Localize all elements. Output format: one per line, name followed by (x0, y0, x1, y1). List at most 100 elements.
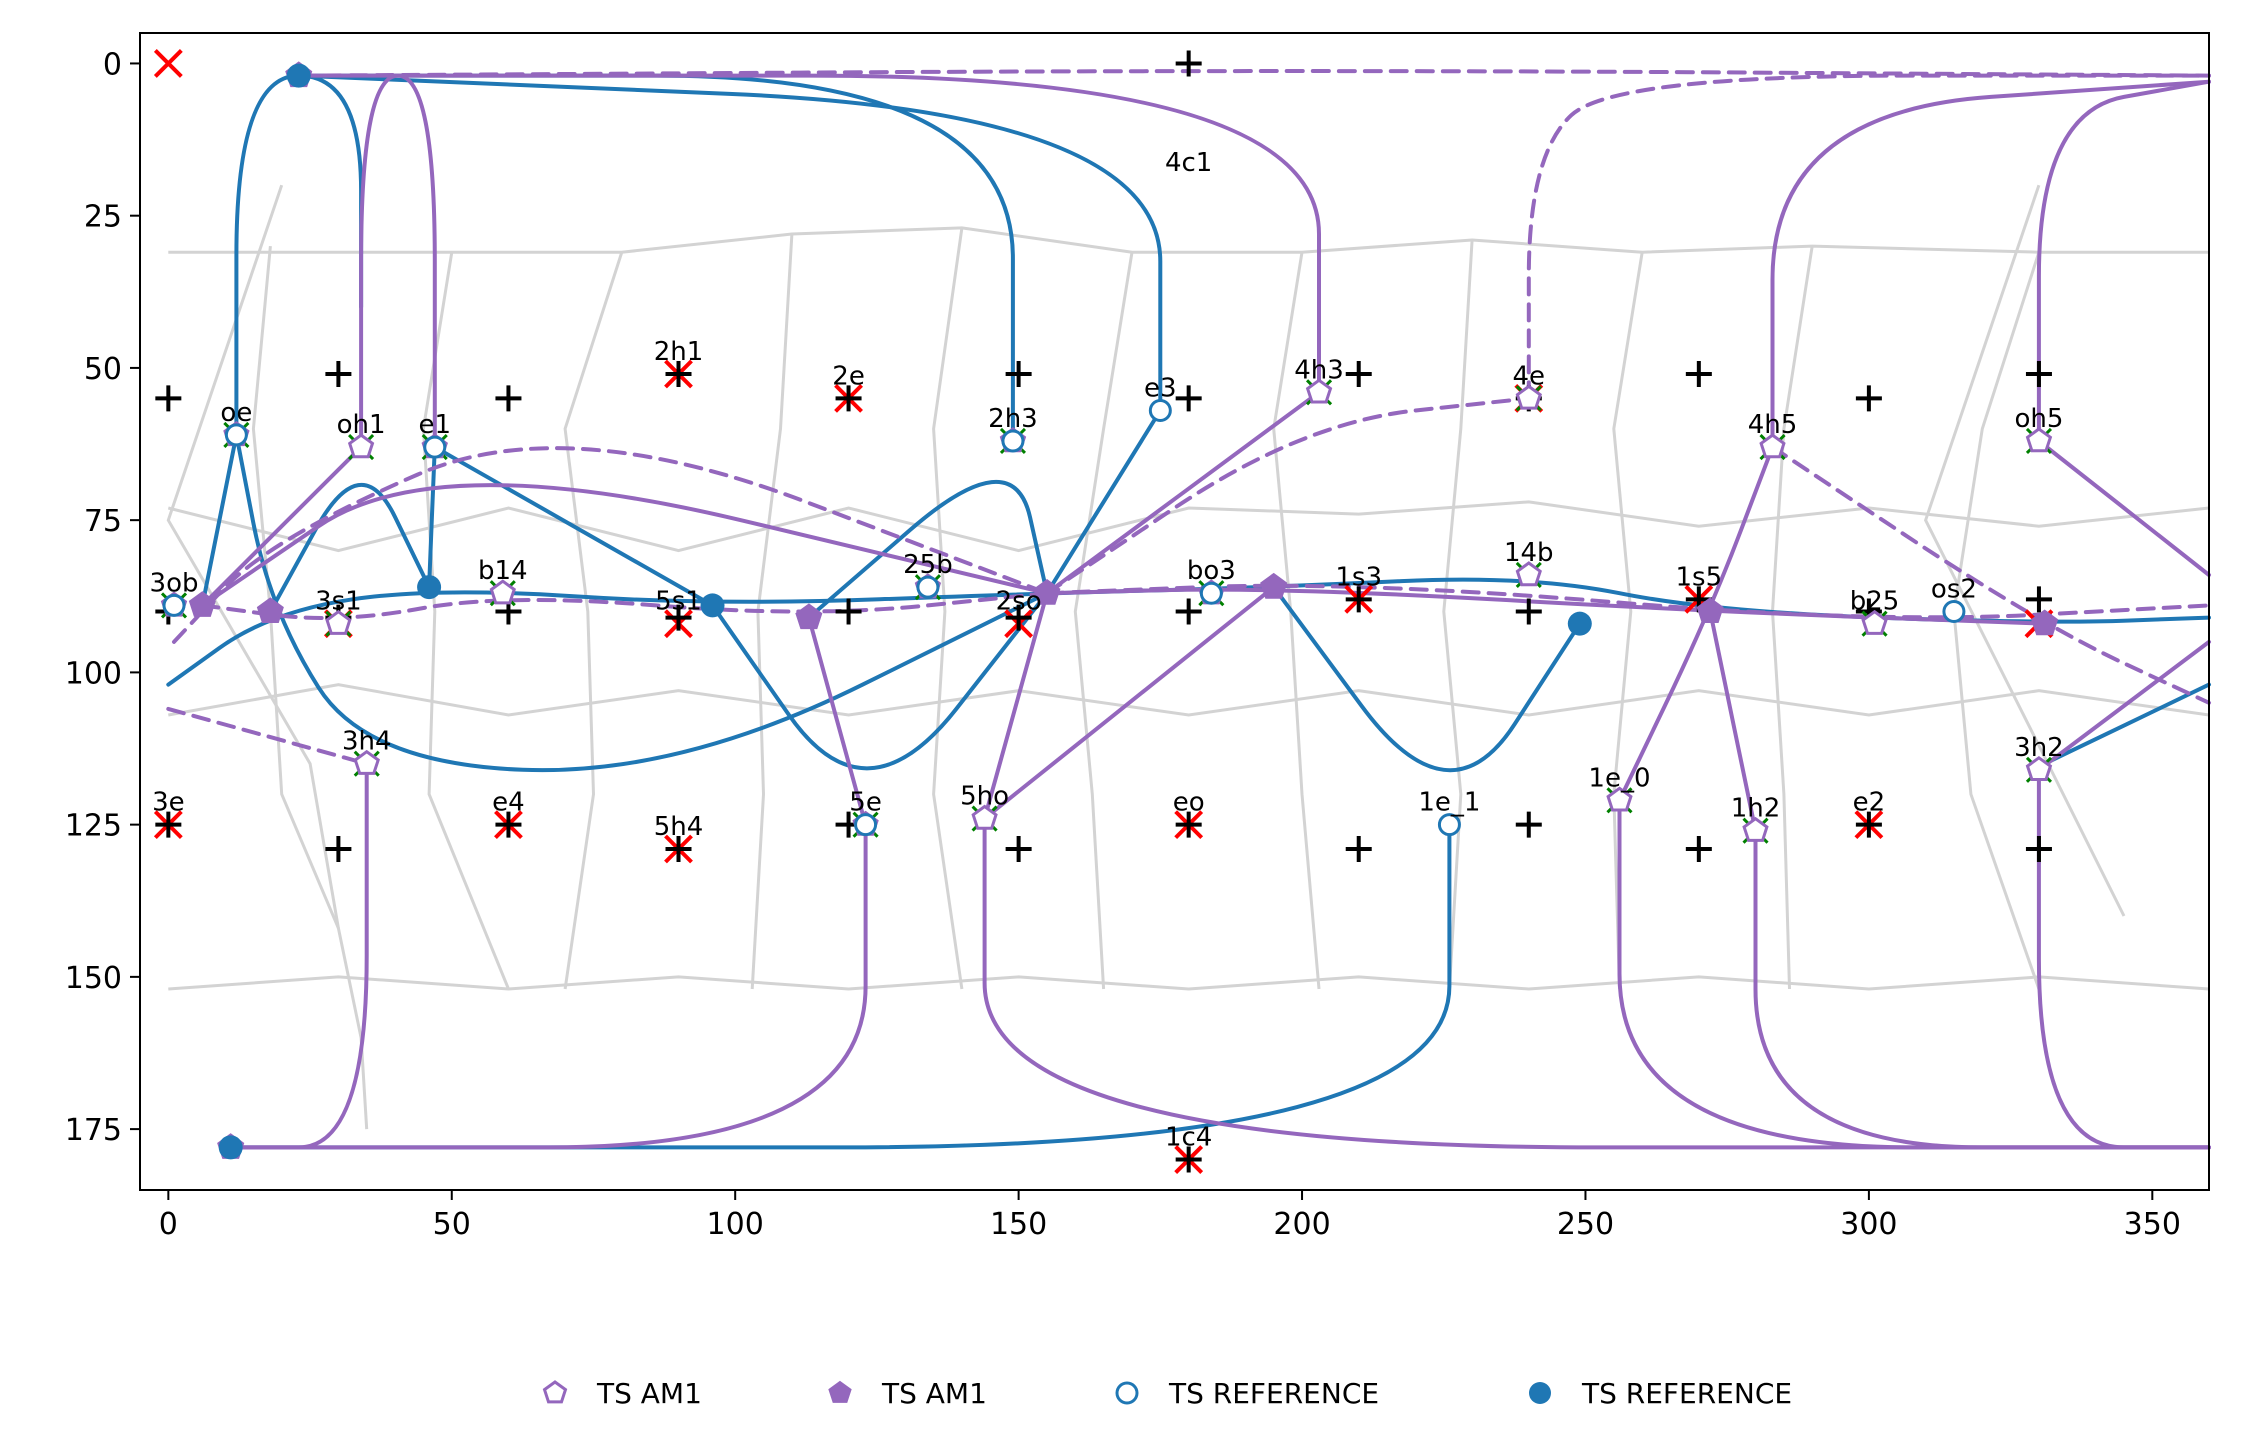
reference-minimum-marker (1345, 586, 1372, 613)
series-line-35 (2036, 767, 2211, 1150)
point-label: e4 (492, 788, 525, 818)
ts-am1-open-marker (489, 579, 516, 605)
series-line-4 (427, 445, 437, 590)
point-label: 5ho (960, 782, 1009, 812)
y-tick-label: 125 (65, 809, 122, 844)
legend: TS AM1 TS AM1 TS REFERENCE TS REFERENCE (542, 1377, 1792, 1410)
series-line-31 (1617, 798, 2211, 1150)
ts-am1-filled-marker (795, 603, 823, 630)
series-line-7 (710, 591, 1049, 771)
reference-minimum-marker (835, 385, 862, 412)
reference-minimum-marker (1005, 361, 1032, 388)
ts-am1-open-marker (971, 804, 998, 830)
point-label: e3 (1144, 374, 1177, 404)
ts-reference-open-marker (1001, 429, 1025, 453)
series-line-24 (2036, 439, 2211, 577)
ts-am1-filled-marker (1696, 597, 1724, 623)
reference-minimum-marker (155, 385, 182, 412)
series-line-5 (432, 445, 715, 608)
background-line (1612, 251, 1644, 990)
reference-minimum-marker (2025, 835, 2052, 862)
background-line (1923, 184, 2126, 917)
am1-minimum-marker (153, 49, 183, 78)
series-line-30 (982, 816, 2211, 1150)
point-label: 3h4 (342, 727, 392, 757)
background-line (932, 227, 964, 990)
point-label: 25b (903, 550, 953, 580)
series-line-16 (200, 445, 364, 608)
legend-entry-label: TS AM1 (596, 1377, 702, 1410)
point-label: 4e (1513, 361, 1546, 391)
reference-minimum-marker (1515, 811, 1542, 838)
point-label: eo (1173, 788, 1205, 818)
point-label: 3s1 (315, 587, 362, 617)
reference-minimum-marker (495, 811, 522, 838)
ts-reference-open-marker (224, 423, 248, 447)
x-tick-label: 0 (159, 1207, 178, 1242)
background-line (166, 184, 340, 929)
point-label: 4c1 (1165, 148, 1212, 178)
series-line-14 (2042, 682, 2211, 766)
series-line-29 (228, 822, 868, 1150)
axis-layer: 0 50 100 150 200 250 300 350 0 25 50 75 100 125 150 175 (65, 47, 2181, 1242)
ts-reference-filled-marker (286, 63, 311, 88)
reference-minimum-marker (2025, 586, 2052, 613)
point-label: 2so (996, 587, 1042, 617)
legend-marker-circle-open (1115, 1381, 1139, 1405)
reference-minimum-marker (325, 835, 352, 862)
series-line-15 (200, 483, 1049, 608)
series-line-8 (1045, 408, 1163, 596)
background-line (1442, 239, 1474, 990)
series-line-37 (166, 706, 369, 766)
point-label: 2e (832, 361, 865, 391)
point-label: b25 (1850, 587, 1900, 617)
marker-layer (153, 49, 2059, 1174)
reference-minimum-marker (1515, 598, 1542, 625)
series-line-34 (2036, 79, 2211, 443)
ts-reference-open-marker (1437, 813, 1461, 837)
ts-reference-filled-marker (218, 1135, 243, 1160)
reference-minimum-marker (1005, 604, 1032, 631)
legend-entry-label: TS REFERENCE (1168, 1377, 1379, 1410)
series-line-6 (806, 480, 1049, 620)
point-label: 5h4 (654, 812, 704, 842)
reference-minimum-marker (665, 835, 692, 862)
ts-am1-filled-marker (1260, 572, 1288, 599)
point-label-layer: oe oh1 e1 2h1 2e 2h3 e3 4c1 4h3 4e 4h5 oh5 3ob 3s1 b14… (150, 148, 2064, 1152)
ts-am1-open-marker (1742, 816, 1769, 842)
x-tick-label: 100 (707, 1207, 764, 1242)
point-label: 3ob (150, 568, 199, 598)
ts-am1-open-marker (1515, 561, 1542, 587)
legend-marker-pentagon-filled (828, 1380, 852, 1403)
point-label: 3e (152, 788, 185, 818)
y-tick-label: 25 (84, 200, 122, 235)
ts-am1-filled-marker (2031, 609, 2059, 636)
point-label: 2h3 (988, 404, 1038, 434)
ts-reference-filled-marker (700, 593, 725, 618)
series-line-43 (296, 69, 2211, 78)
x-tick-label: 150 (990, 1207, 1047, 1242)
ts-am1-open-marker (1305, 378, 1333, 404)
y-tick-label: 50 (84, 352, 122, 387)
reference-minimum-marker (1345, 361, 1372, 388)
series-line-12 (296, 73, 1163, 413)
ts-reference-open-marker (1942, 600, 1966, 623)
legend-marker-pentagon-open (542, 1380, 568, 1404)
reference-minimum-marker (1175, 50, 1202, 77)
point-label: oe (220, 398, 252, 428)
series-line-25 (2036, 639, 2211, 772)
ts-am1-open-marker (353, 749, 380, 775)
series-line-21 (982, 585, 1276, 821)
reference-minimum-marker (1345, 835, 1372, 862)
reference-minimum-marker (1175, 598, 1202, 625)
series-line-19 (806, 615, 868, 827)
y-tick-label: 150 (65, 961, 122, 996)
point-label: 1s3 (1335, 562, 1382, 592)
series-line-41 (1526, 73, 2211, 401)
y-tick-label: 0 (103, 47, 122, 82)
x-tick-label: 50 (433, 1207, 471, 1242)
y-tick-label: 75 (84, 504, 122, 539)
ts-reference-open-marker (916, 575, 940, 599)
point-label: 4h3 (1294, 355, 1344, 385)
